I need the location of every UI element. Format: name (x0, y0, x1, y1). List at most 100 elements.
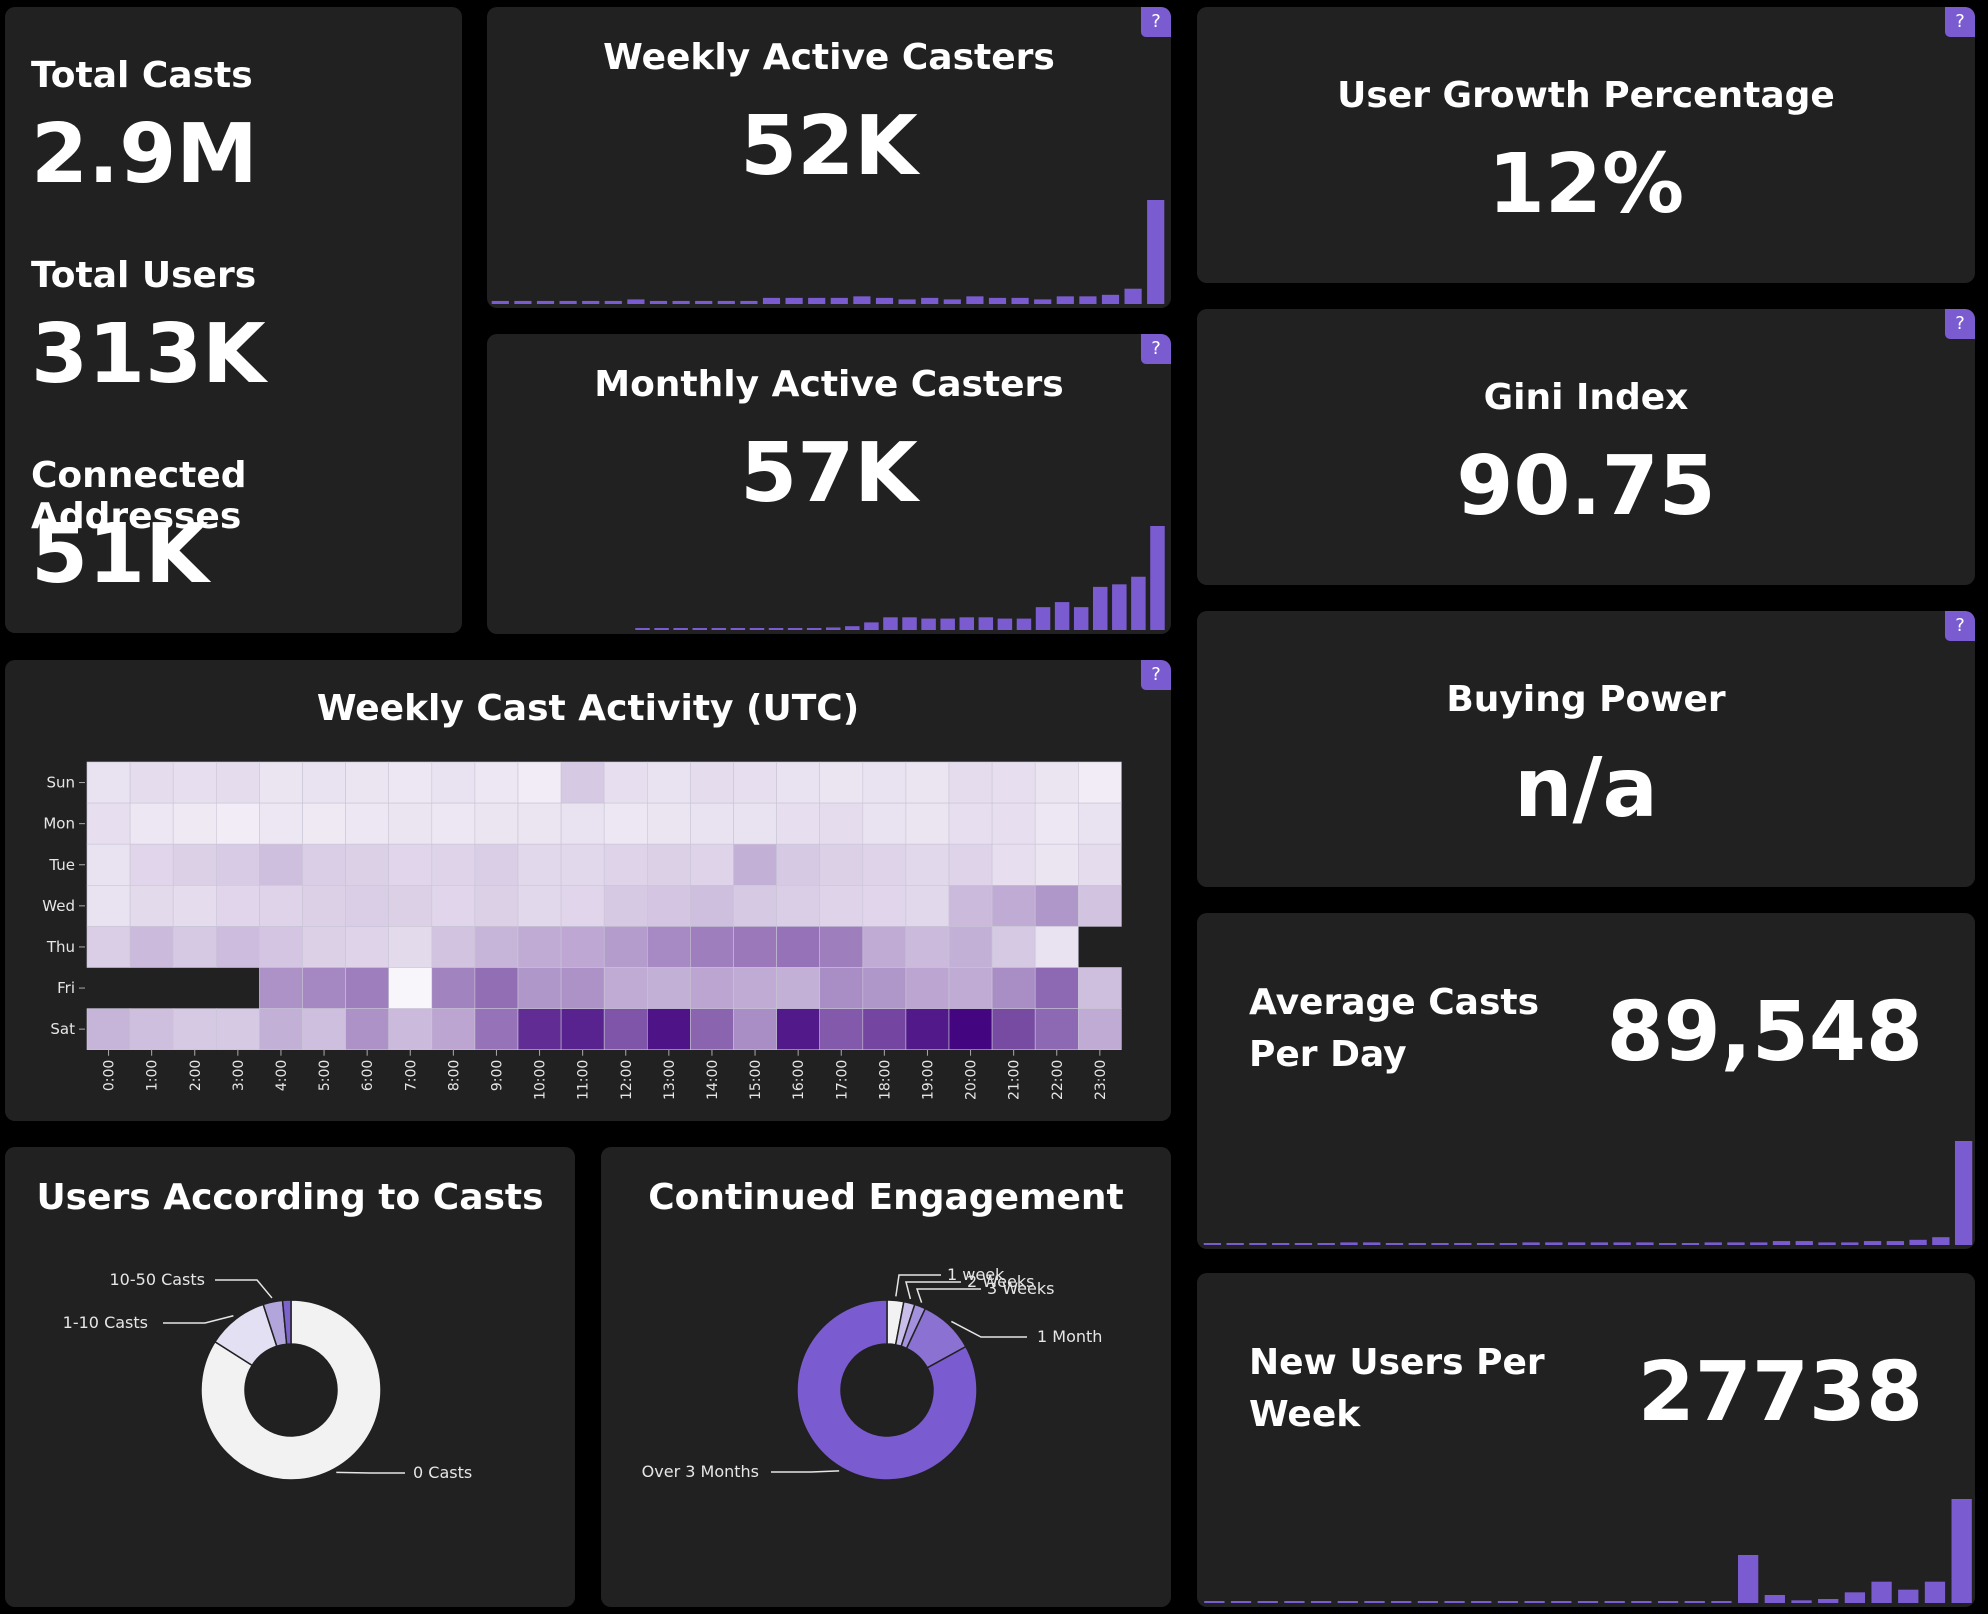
spark-bar (1898, 1589, 1919, 1603)
help-button[interactable]: ? (1945, 309, 1975, 339)
heatmap-day-label: Sat (50, 1020, 75, 1038)
connected-addresses-value: 51K (31, 507, 209, 602)
heatmap-cell (1078, 885, 1122, 927)
heatmap-cell (388, 885, 433, 927)
spark-bar (1522, 1242, 1540, 1245)
spark-bar (921, 297, 939, 304)
donut-label: 1 week (947, 1265, 1005, 1284)
heatmap-cell (646, 885, 691, 927)
total-casts-value: 2.9M (31, 107, 258, 202)
heatmap-cell (991, 802, 1036, 845)
heatmap-cell (474, 926, 519, 968)
heatmap-cell (560, 926, 605, 968)
spark-bar (1034, 299, 1052, 304)
heatmap-cell (819, 761, 864, 804)
heatmap-cell (302, 802, 346, 845)
heatmap-cell (560, 761, 605, 804)
heatmap-cell (905, 1008, 950, 1051)
spark-bar (711, 628, 727, 630)
heatmap-cell (991, 843, 1036, 886)
help-button[interactable]: ? (1141, 7, 1171, 37)
new-users-label-line1: New Users Per (1249, 1342, 1545, 1383)
weekly-active-title: Weekly Active Casters (603, 37, 1055, 78)
heatmap-cell (172, 843, 217, 886)
heatmap-cell (216, 885, 260, 927)
heatmap-cell (1078, 761, 1122, 804)
new-users-label: New Users Per Week (1249, 1337, 1545, 1441)
new-users-card: New Users Per Week 27738 (1197, 1273, 1975, 1607)
spark-bar (1131, 576, 1146, 630)
heatmap-cell (517, 885, 562, 927)
heatmap-cell (345, 761, 390, 804)
spark-bar (1454, 1243, 1472, 1245)
heatmap-cell (603, 926, 648, 968)
heatmap-cell (431, 967, 476, 1009)
spark-bar (830, 297, 848, 304)
heatmap-cell (172, 926, 217, 968)
heatmap-cell (733, 967, 777, 1009)
spark-bar (1737, 1555, 1759, 1603)
connected-addresses-label: Connected Addresses (31, 455, 247, 537)
spark-bar (875, 297, 894, 304)
heatmap-cell (474, 1008, 519, 1051)
heatmap-cell (646, 802, 691, 845)
heatmap-hour-label: 13:00 (662, 1060, 678, 1100)
avg-casts-label-line2: Per Day (1249, 1034, 1407, 1075)
heatmap-cell (862, 926, 907, 968)
totals-card: Total Casts 2.9M Total Users 313K Connec… (5, 7, 462, 633)
spark-bar (1385, 1243, 1404, 1245)
heatmap-cell (991, 926, 1036, 968)
heatmap-cell (86, 885, 131, 927)
heatmap-day-label: Thu (46, 938, 75, 956)
heatmap-cell (948, 926, 993, 968)
donut-label: 2 Weeks (967, 1272, 1034, 1291)
user-growth-title: User Growth Percentage (1337, 75, 1835, 116)
help-button[interactable]: ? (1945, 611, 1975, 641)
spark-bar (1471, 1601, 1492, 1603)
weekly-activity-card: ? Weekly Cast Activity (UTC) Sun Mon Tue We… (5, 660, 1171, 1121)
donut-label: Over 3 Months (642, 1462, 759, 1481)
engagement-title: Continued Engagement (648, 1177, 1124, 1218)
heatmap-cell (216, 926, 260, 968)
heatmap-cell (905, 761, 950, 804)
new-users-label-line2: Week (1249, 1394, 1361, 1435)
spark-bar (1764, 1595, 1785, 1603)
heatmap-cell (603, 761, 648, 804)
spark-bar (740, 300, 758, 304)
monthly-active-value: 57K (740, 426, 918, 521)
spark-bar (635, 628, 650, 630)
heatmap-cell (603, 967, 648, 1009)
weekly-active-value: 52K (740, 99, 918, 194)
users-by-casts-title: Users According to Casts (36, 1177, 544, 1218)
help-button[interactable]: ? (1945, 7, 1975, 37)
heatmap-hour-label: 4:00 (274, 1060, 290, 1091)
heatmap-cell (1034, 802, 1079, 845)
heatmap-cell (905, 802, 950, 845)
total-casts-label: Total Casts (31, 55, 253, 96)
help-button[interactable]: ? (1141, 334, 1171, 364)
heatmap-cell (172, 761, 217, 804)
heatmap-cell (905, 843, 950, 886)
users-by-casts-card: Users According to Casts 0 Casts 1-10 Cas… (5, 1147, 575, 1607)
spark-bar (627, 299, 645, 304)
heatmap-cell (517, 967, 562, 1009)
heatmap-hour-label: 21:00 (1007, 1060, 1023, 1100)
new-users-value: 27738 (1637, 1345, 1923, 1440)
heatmap-cell (517, 843, 562, 886)
heatmap-cell (603, 802, 648, 845)
heatmap-hour-label: 12:00 (619, 1060, 635, 1100)
help-button[interactable]: ? (1141, 660, 1171, 690)
heatmap-cell (1078, 967, 1122, 1009)
avg-casts-label-line1: Average Casts (1249, 982, 1540, 1023)
spark-bar (1093, 586, 1108, 630)
spark-bar (1577, 1601, 1599, 1603)
monthly-active-title: Monthly Active Casters (594, 364, 1064, 405)
heatmap-hour-label: 0:00 (102, 1060, 118, 1091)
spark-bar (808, 297, 826, 304)
spark-bar (1284, 1601, 1305, 1603)
heatmap-cell (431, 885, 476, 927)
heatmap-cell (302, 1008, 346, 1051)
heatmap-cell (819, 843, 864, 886)
heatmap-hour-label: 18:00 (877, 1060, 893, 1100)
heatmap-cell (172, 802, 217, 845)
